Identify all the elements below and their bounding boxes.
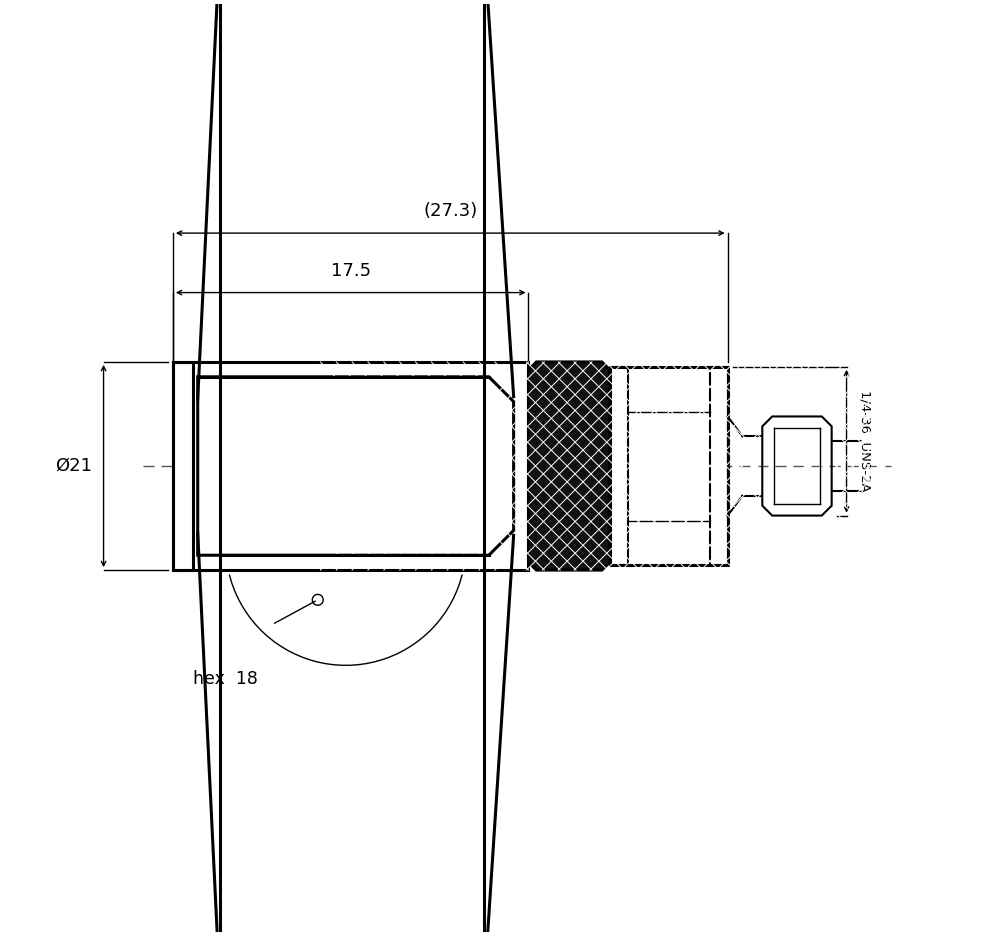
Text: Ø21: Ø21 — [55, 457, 92, 475]
Bar — [173, 362, 193, 570]
Bar — [610, 367, 628, 565]
Text: (27.3): (27.3) — [423, 202, 477, 220]
Text: 17.5: 17.5 — [331, 262, 371, 280]
Bar — [610, 367, 728, 565]
Text: hex  18: hex 18 — [193, 670, 258, 688]
Bar — [710, 367, 728, 565]
Polygon shape — [528, 362, 610, 570]
Text: 1/4-36  UNS-2A: 1/4-36 UNS-2A — [858, 390, 871, 492]
Bar — [173, 362, 528, 570]
